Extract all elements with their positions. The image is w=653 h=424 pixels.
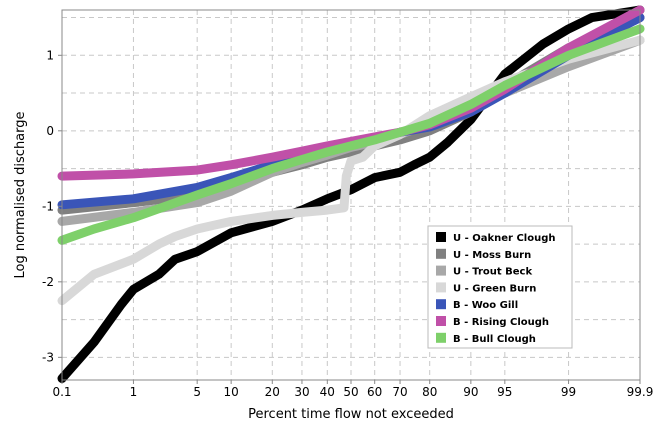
legend-label: U - Green Burn bbox=[453, 283, 536, 294]
x-axis-ticks: 0.1 1 5 10 20 30 40 50 60 70 80 90 95 99 99.9 bbox=[52, 380, 653, 399]
legend-swatch bbox=[436, 282, 446, 293]
legend-label: U - Moss Burn bbox=[453, 250, 531, 261]
x-tick-label: 20 bbox=[265, 385, 280, 399]
y-axis-title: Log normalised discharge bbox=[13, 111, 28, 278]
x-tick-label: 50 bbox=[343, 385, 358, 399]
x-tick-label: 60 bbox=[367, 385, 382, 399]
x-tick-label: 1 bbox=[130, 385, 138, 399]
legend-swatch bbox=[436, 332, 446, 343]
x-tick-label: 70 bbox=[392, 385, 407, 399]
series-line-u-oakner-clough bbox=[57, 5, 645, 383]
legend-label: B - Woo Gill bbox=[453, 300, 518, 311]
y-tick-label: 0 bbox=[46, 124, 54, 138]
x-tick-label: 5 bbox=[193, 385, 201, 399]
y-tick-label: 1 bbox=[46, 48, 54, 62]
series-layer bbox=[57, 5, 645, 383]
legend-label: B - Rising Clough bbox=[453, 317, 549, 328]
legend-swatch bbox=[436, 316, 446, 326]
legend-swatch bbox=[436, 299, 446, 310]
x-tick-label: 40 bbox=[320, 385, 335, 399]
x-axis-title: Percent time flow not exceeded bbox=[248, 407, 454, 422]
x-tick-label: 0.1 bbox=[52, 385, 71, 399]
legend-label: U - Trout Beck bbox=[453, 267, 532, 278]
legend-swatch bbox=[436, 232, 446, 242]
x-tick-label: 80 bbox=[422, 385, 437, 399]
x-tick-label: 99.9 bbox=[627, 385, 653, 399]
legend-swatch bbox=[436, 265, 446, 276]
x-tick-label: 95 bbox=[497, 385, 512, 399]
legend-label: U - Oakner Clough bbox=[453, 233, 555, 244]
series-line-b-bull-clough bbox=[57, 24, 645, 245]
series-line-u-green-burn bbox=[57, 35, 645, 306]
legend: U - Oakner Clough U - Moss Burn U - Trout … bbox=[427, 225, 573, 349]
legend-label: B - Bull Clough bbox=[453, 334, 536, 345]
y-axis-ticks: -3 -2 -1 0 1 bbox=[42, 48, 62, 364]
x-tick-label: 99 bbox=[561, 385, 576, 399]
y-tick-label: -3 bbox=[42, 350, 54, 364]
legend-swatch bbox=[436, 248, 446, 259]
y-tick-label: -1 bbox=[42, 199, 54, 213]
y-tick-label: -2 bbox=[42, 275, 54, 289]
x-tick-label: 30 bbox=[294, 385, 309, 399]
x-tick-label: 10 bbox=[224, 385, 239, 399]
x-tick-label: 90 bbox=[463, 385, 478, 399]
legend-box bbox=[427, 225, 573, 349]
